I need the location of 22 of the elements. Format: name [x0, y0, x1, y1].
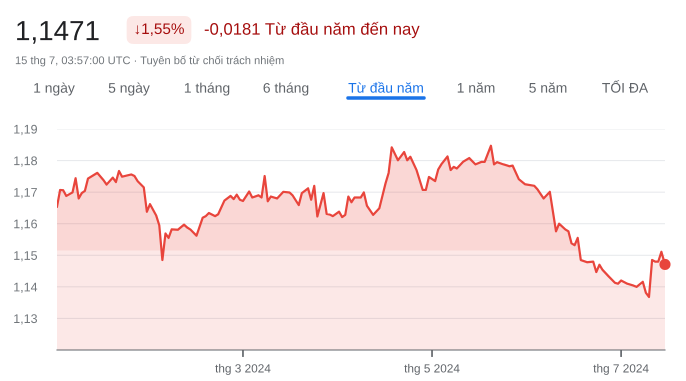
y-tick-label: 1,17 [14, 188, 37, 198]
chart-title: 1,1471 [17, 21, 99, 44]
text: ↓1,55% [136, 23, 184, 36]
y-tick-label: 1,18 [14, 156, 38, 167]
y-tick-label: 1,16 [14, 220, 38, 230]
text: -0,0181 Từ đầu năm đến nay [204, 22, 420, 38]
x-tick-label: thg 3 2024 [215, 364, 271, 375]
text: 6 tháng [264, 82, 308, 96]
text: TỐI ĐA [602, 80, 648, 93]
chart-subtitle: 15 thg 7, 03:57:00 UTC · Tuyên bố từ chối trách nhiệm [16, 56, 284, 66]
x-tick-label: thg 5 2024 [404, 364, 460, 375]
x-tick-label: thg 7 2024 [593, 364, 649, 375]
y-tick-label: 1,14 [14, 282, 38, 293]
text: Từ đầu năm [348, 82, 423, 93]
y-tick-label: 1,19 [14, 124, 37, 136]
text: 5 năm [529, 82, 566, 93]
y-tick-label: 1,15 [14, 251, 38, 262]
text: 1 ngày [34, 82, 75, 96]
y-tick-label: 1,13 [14, 314, 38, 325]
text: 1 tháng [184, 82, 230, 96]
text: 5 ngày [108, 82, 150, 96]
text: 1 năm [458, 82, 494, 93]
